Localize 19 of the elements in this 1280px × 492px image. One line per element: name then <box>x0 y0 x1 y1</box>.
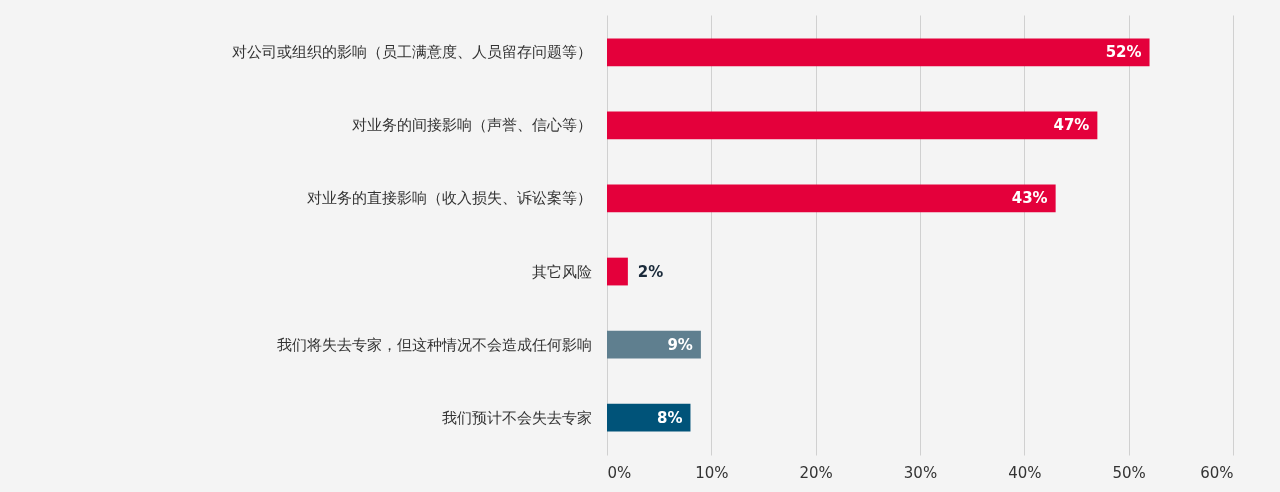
x-tick-label: 10% <box>695 463 729 482</box>
data-label: 52% <box>1105 43 1142 62</box>
x-tick-label: 30% <box>903 463 938 482</box>
y-tick-label: 我们将失去专家，但这种情况不会造成任何影响 <box>276 335 592 354</box>
y-tick-label: 我们预计不会失去专家 <box>441 408 592 427</box>
y-tick-label: 其它风险 <box>531 262 592 281</box>
x-tick-label: 40% <box>1008 463 1042 482</box>
x-tick-label: 60% <box>1200 463 1234 482</box>
y-tick-label: 对公司或组织的影响（员工满意度、人员留存问题等） <box>231 43 592 62</box>
data-label: 43% <box>1011 189 1048 208</box>
x-tick-label: 20% <box>799 463 833 482</box>
data-label: 8% <box>657 408 683 427</box>
y-tick-label: 对业务的间接影响（声誉、信心等） <box>351 116 592 135</box>
x-tick-label: 0% <box>607 463 632 482</box>
y-tick-label: 对业务的直接影响（收入损失、诉讼案等） <box>306 189 592 208</box>
data-label: 2% <box>637 262 664 281</box>
data-label: 9% <box>667 335 693 354</box>
x-tick-label: 50% <box>1112 463 1146 482</box>
data-label: 47% <box>1053 116 1090 135</box>
